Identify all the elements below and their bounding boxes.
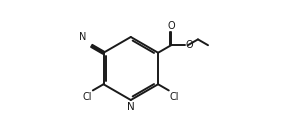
Text: O: O — [185, 40, 193, 50]
Text: N: N — [127, 102, 135, 112]
Text: Cl: Cl — [83, 92, 92, 102]
Text: O: O — [167, 21, 175, 31]
Text: Cl: Cl — [169, 92, 179, 102]
Text: N: N — [79, 32, 86, 42]
